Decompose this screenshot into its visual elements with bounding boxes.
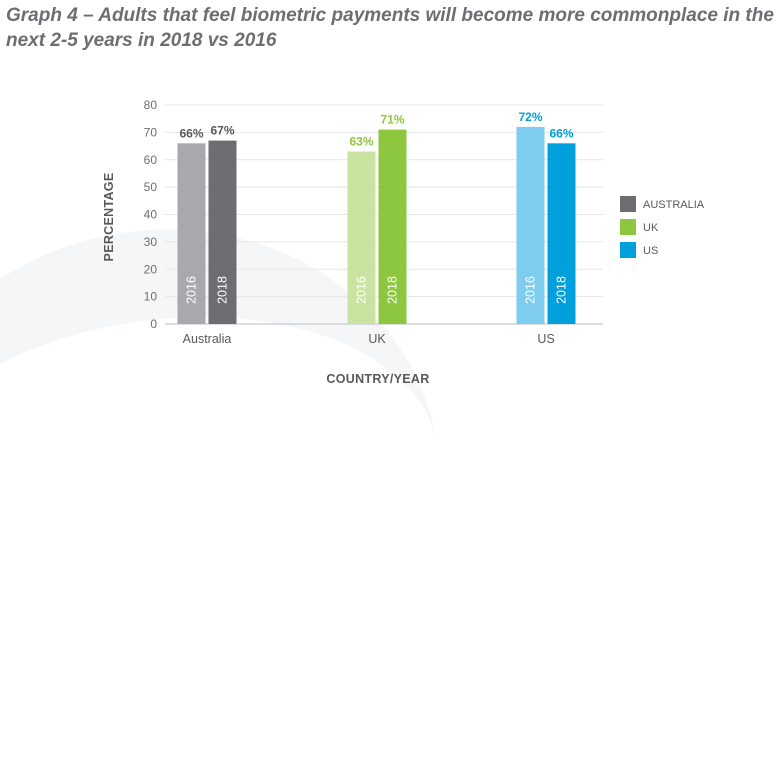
x-axis-title: COUNTRY/YEAR xyxy=(326,372,429,386)
legend-label: UK xyxy=(643,222,659,234)
legend-label: US xyxy=(643,245,658,257)
legend: AUSTRALIA UK US xyxy=(620,196,705,258)
y-axis-ticks: 0 10 20 30 40 50 60 70 80 xyxy=(144,98,158,331)
legend-swatch xyxy=(620,219,636,235)
x-category-label: UK xyxy=(368,332,386,346)
y-tick-label: 60 xyxy=(144,153,158,167)
legend-swatch xyxy=(620,196,636,212)
x-category-label: Australia xyxy=(183,332,232,346)
legend-swatch xyxy=(620,242,636,258)
bar-year-label: 2016 xyxy=(185,276,199,304)
bar-year-label: 2018 xyxy=(555,276,569,304)
y-tick-label: 70 xyxy=(144,125,158,139)
bar-us-2018 xyxy=(547,143,576,324)
y-tick-label: 10 xyxy=(144,290,158,304)
bar-year-label: 2018 xyxy=(216,276,230,304)
bar-year-label: 2018 xyxy=(386,276,400,304)
bar-uk-2016 xyxy=(347,151,376,324)
legend-label: AUSTRALIA xyxy=(643,199,705,211)
y-tick-label: 30 xyxy=(144,235,158,249)
bar-year-label: 2016 xyxy=(524,276,538,304)
y-tick-label: 80 xyxy=(144,98,158,112)
x-category-label: US xyxy=(537,332,554,346)
data-label: 63% xyxy=(349,135,373,149)
y-tick-label: 50 xyxy=(144,180,158,194)
bar-us-2016 xyxy=(516,126,545,325)
bars: 66% 2016 67% 2018 63% 2016 71% 2018 72% 2016 66% 20… xyxy=(177,110,576,325)
data-label: 66% xyxy=(179,126,203,140)
y-tick-label: 20 xyxy=(144,262,158,276)
y-axis-title: PERCENTAGE xyxy=(102,173,116,262)
bar-year-label: 2016 xyxy=(355,276,369,304)
bar-uk-2018 xyxy=(378,129,407,324)
data-label: 72% xyxy=(518,110,542,124)
data-label: 71% xyxy=(380,113,404,127)
data-label: 67% xyxy=(210,124,234,138)
y-tick-label: 0 xyxy=(150,317,157,331)
bar-australia-2018 xyxy=(208,140,237,324)
x-axis-categories: Australia UK US xyxy=(183,332,555,346)
y-tick-label: 40 xyxy=(144,208,158,222)
bar-chart: 0 10 20 30 40 50 60 70 80 66% 2016 67% 2018 63% 2016 7… xyxy=(102,98,705,386)
bar-australia-2016 xyxy=(177,143,206,324)
data-label: 66% xyxy=(549,126,573,140)
chart-title: Graph 4 – Adults that feel biometric pay… xyxy=(6,5,774,51)
